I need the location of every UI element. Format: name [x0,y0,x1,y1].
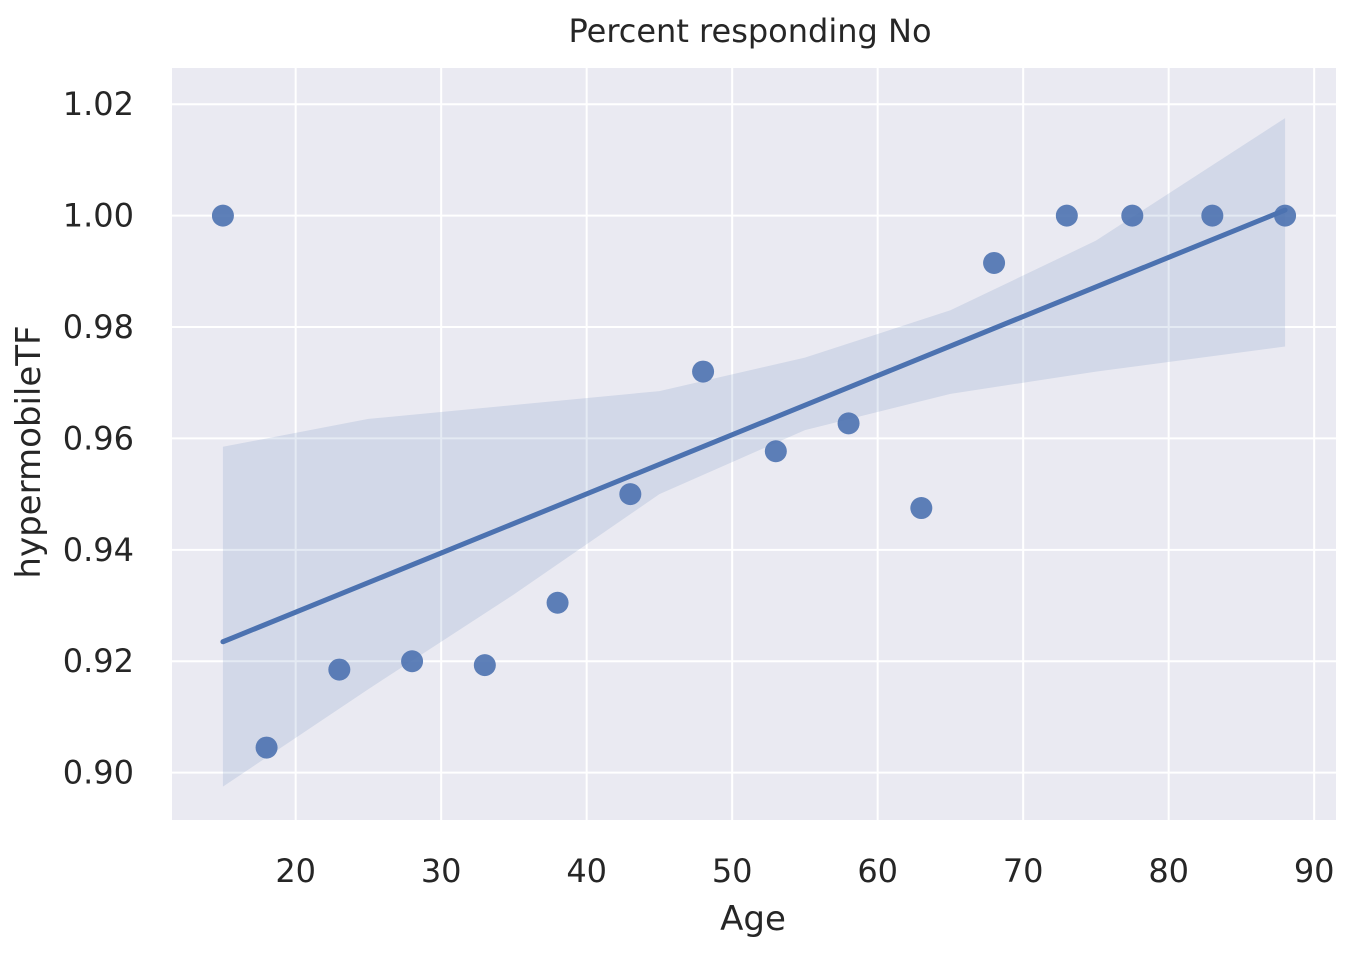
x-tick-label: 90 [1294,852,1335,890]
data-point [546,591,569,614]
plot-area [172,68,1336,820]
data-point [1201,204,1224,227]
y-tick-label: 1.00 [63,197,134,235]
y-axis-label: hypermobileTF [9,325,49,578]
y-tick-label: 0.96 [63,419,134,457]
data-point [837,412,860,435]
data-point [328,658,351,681]
data-point [211,204,234,227]
data-point [692,360,715,383]
x-tick-label: 70 [1003,852,1044,890]
y-tick-label: 0.94 [63,531,134,569]
data-point [619,483,642,506]
data-point [1055,204,1078,227]
data-point [983,251,1006,274]
y-tick-label: 0.92 [63,642,134,680]
data-point [255,736,278,759]
data-point [401,650,424,673]
x-tick-label: 40 [566,852,607,890]
regression-line [220,207,1288,645]
x-tick-label: 60 [857,852,898,890]
data-point [473,654,496,677]
x-axis-ticks: 20 30 40 50 60 70 80 90 [275,852,1334,890]
x-axis-label: Age [720,899,786,939]
x-tick-label: 20 [275,852,316,890]
y-tick-label: 1.02 [63,85,134,123]
chart-title: Percent responding No [568,12,931,50]
confidence-band [222,118,1286,787]
data-point [1274,204,1297,227]
data-point [910,497,933,520]
data-points [211,204,1297,759]
data-point [764,440,787,463]
x-tick-label: 50 [712,852,753,890]
data-point [1121,204,1144,227]
y-axis-ticks: 0.90 0.92 0.94 0.96 0.98 1.00 1.02 [63,85,134,791]
y-tick-label: 0.98 [63,308,134,346]
x-tick-label: 30 [421,852,462,890]
y-tick-label: 0.90 [63,754,134,792]
x-tick-label: 80 [1148,852,1189,890]
grid-lines [172,68,1336,820]
